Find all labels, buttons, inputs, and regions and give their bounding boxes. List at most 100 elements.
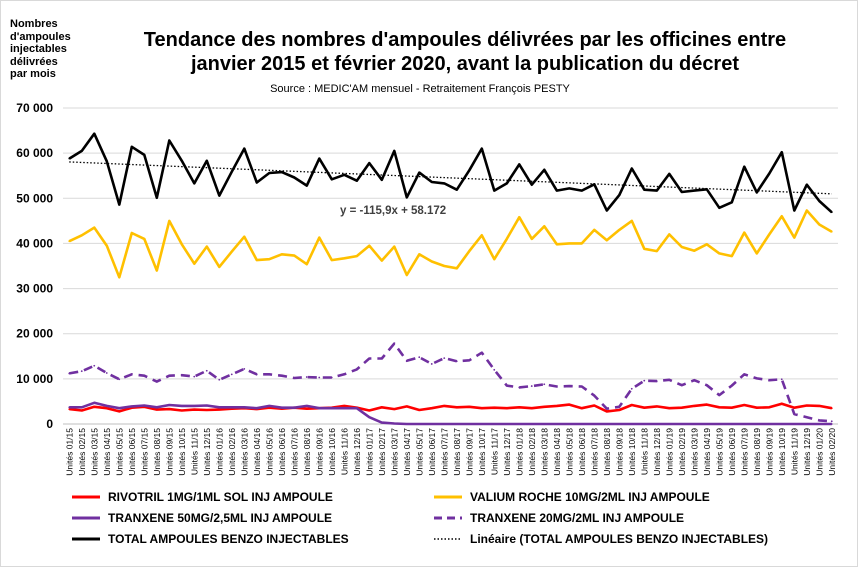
data-point — [505, 238, 508, 240]
data-point — [543, 405, 546, 408]
data-point — [543, 168, 546, 171]
data-point — [443, 182, 446, 185]
data-point — [118, 276, 121, 279]
data-point — [643, 188, 646, 191]
legend-swatch — [72, 516, 100, 520]
data-point — [730, 423, 733, 425]
data-point — [793, 236, 796, 239]
data-point — [130, 373, 133, 376]
data-point — [568, 385, 571, 387]
data-point — [555, 243, 558, 246]
legend-swatch — [434, 516, 462, 520]
data-point — [118, 378, 121, 381]
data-point — [343, 257, 346, 260]
data-point — [143, 374, 146, 377]
data-point — [280, 171, 283, 174]
data-point — [730, 384, 733, 387]
data-point — [705, 188, 708, 191]
data-point — [143, 238, 146, 240]
x-tick-label: Unités 11/18 — [639, 428, 649, 475]
data-point — [193, 408, 196, 411]
data-point — [93, 405, 96, 408]
data-point — [605, 410, 608, 413]
data-point — [93, 132, 96, 135]
data-point — [68, 240, 71, 243]
x-tick-label: Unités 07/15 — [139, 428, 149, 476]
data-point — [593, 394, 596, 397]
data-point — [693, 423, 696, 425]
data-point — [430, 423, 433, 425]
data-point — [318, 236, 321, 239]
data-point — [105, 244, 108, 247]
data-point — [655, 189, 658, 192]
x-tick-label: Unités 04/19 — [702, 428, 712, 476]
data-point — [705, 403, 708, 406]
x-tick-label: Unités 03/17 — [389, 428, 399, 476]
data-point — [418, 356, 421, 359]
data-point — [755, 423, 758, 425]
data-point — [480, 234, 483, 237]
data-point — [205, 369, 208, 372]
data-point — [780, 378, 783, 381]
data-point — [555, 423, 558, 425]
x-tick-label: Unités 09/17 — [464, 428, 474, 476]
data-point — [518, 406, 521, 409]
legend-swatch — [434, 495, 462, 499]
x-tick-label: Unités 07/18 — [589, 428, 599, 476]
series-line — [68, 209, 833, 279]
data-point — [268, 405, 271, 407]
y-tick-label: 50 000 — [16, 191, 53, 205]
legend-item: RIVOTRIL 1MG/1ML SOL INJ AMPOULE — [72, 490, 333, 504]
data-point — [805, 423, 808, 425]
y-tick-label: 30 000 — [16, 282, 53, 296]
data-point — [780, 215, 783, 218]
data-point — [830, 230, 833, 233]
data-point — [455, 406, 458, 409]
legend-label: TRANXENE 50MG/2,5ML INJ AMPOULE — [108, 511, 333, 525]
data-point — [518, 216, 521, 219]
x-tick-label: Unités 12/16 — [352, 428, 362, 476]
x-tick-label: Unités 01/16 — [214, 428, 224, 476]
data-point — [205, 404, 208, 407]
x-tick-label: Unités 04/16 — [252, 428, 262, 476]
trend-line — [69, 161, 832, 195]
data-point — [280, 374, 283, 377]
data-point — [205, 245, 208, 248]
x-tick-label: Unités 09/19 — [764, 428, 774, 476]
data-point — [718, 394, 721, 397]
data-point — [393, 408, 396, 411]
data-point — [280, 406, 283, 409]
data-point — [630, 423, 633, 425]
data-point — [493, 258, 496, 261]
data-point — [293, 377, 296, 379]
data-point — [668, 423, 671, 425]
x-tick-label: Unités 02/17 — [377, 428, 387, 476]
data-point — [168, 408, 171, 411]
data-point — [255, 259, 258, 262]
data-point — [268, 172, 271, 174]
x-tick-label: Unités 06/18 — [577, 428, 587, 476]
x-tick-label: Unités 09/18 — [614, 428, 624, 476]
data-point — [580, 189, 583, 192]
series-line — [68, 132, 833, 214]
x-tick-label: Unités 08/15 — [152, 428, 162, 476]
data-point — [268, 258, 271, 261]
data-point — [80, 370, 83, 373]
x-tick-label: Unités 01/17 — [364, 428, 374, 476]
data-point — [405, 196, 408, 199]
data-point — [118, 407, 121, 410]
x-tick-label: Unités 06/17 — [427, 428, 437, 476]
data-point — [518, 386, 521, 389]
data-point — [518, 423, 521, 425]
data-point — [768, 379, 771, 382]
legend-item: TOTAL AMPOULES BENZO INJECTABLES — [72, 532, 349, 546]
data-point — [693, 189, 696, 192]
x-tick-label: Unités 02/15 — [77, 428, 87, 476]
data-point — [255, 181, 258, 184]
data-point — [193, 182, 196, 185]
data-point — [680, 246, 683, 248]
data-point — [768, 172, 771, 175]
data-point — [755, 252, 758, 255]
data-point — [680, 384, 683, 387]
